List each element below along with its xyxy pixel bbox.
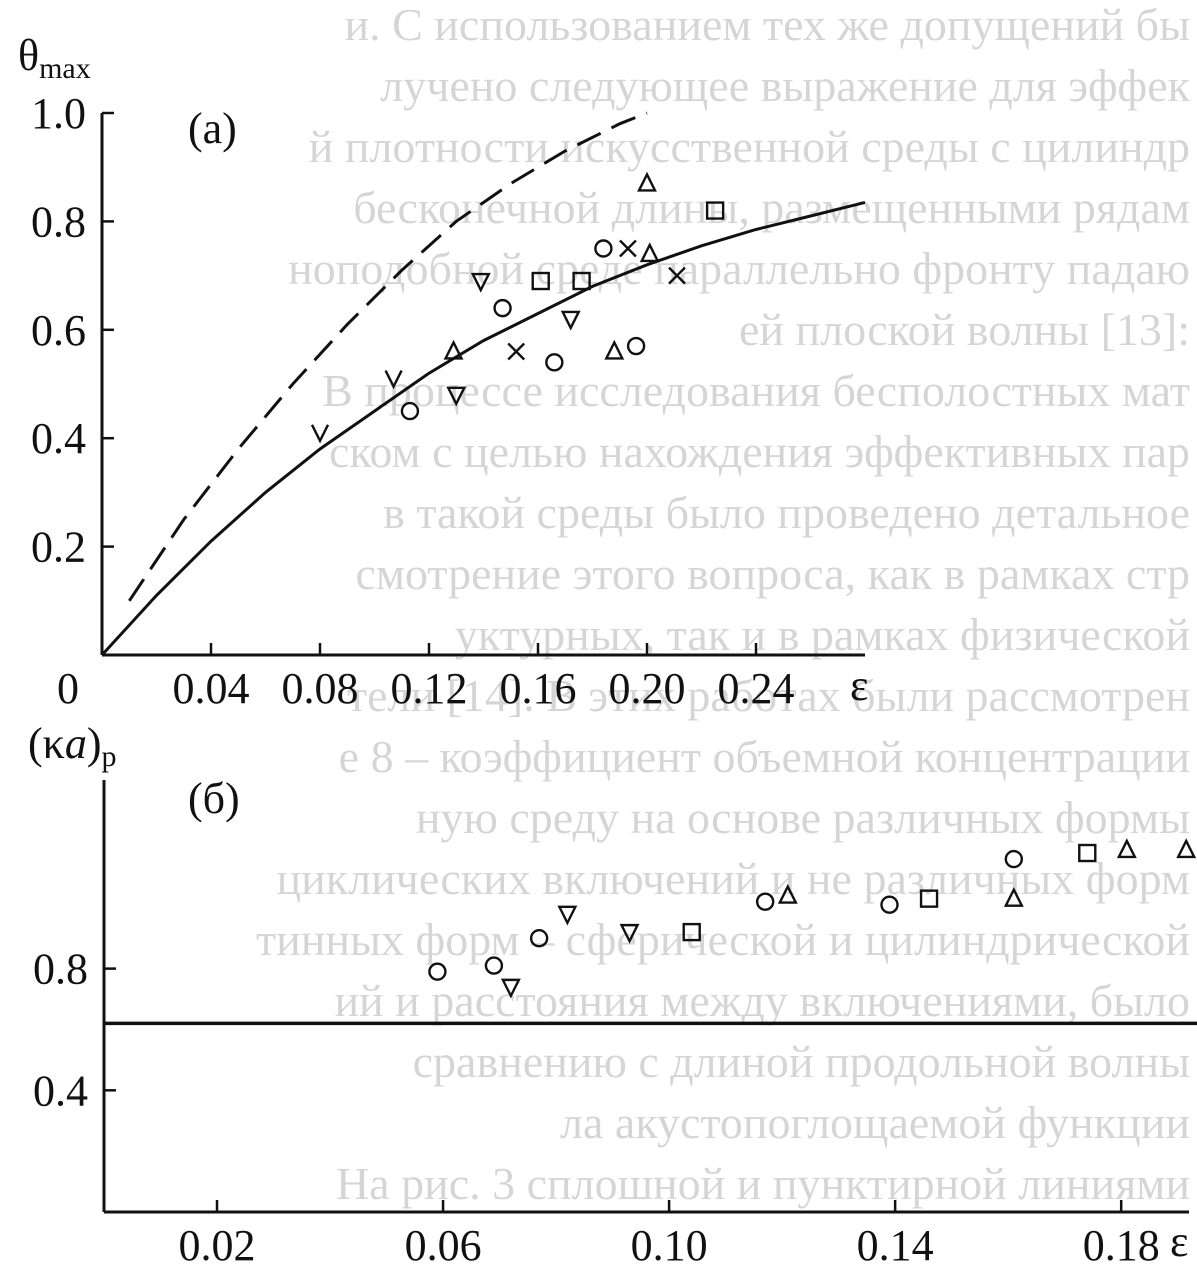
background-text-line: циклических включений и не различных фор… bbox=[277, 853, 1190, 904]
marker-cross bbox=[668, 266, 686, 285]
y-tick-label: 0.8 bbox=[33, 945, 88, 994]
marker-triangle-up bbox=[443, 339, 464, 360]
background-text-line: ную среду на основе различных формы bbox=[416, 792, 1190, 843]
marker-circle bbox=[626, 336, 646, 356]
marker-circle bbox=[484, 956, 504, 975]
y-tick-label: 0.2 bbox=[31, 523, 86, 572]
marker-triangle-up bbox=[777, 883, 798, 904]
marker-triangle-up bbox=[1003, 886, 1024, 907]
y-tick-label: 0.6 bbox=[31, 306, 86, 355]
marker-square bbox=[1078, 843, 1097, 863]
marker-square bbox=[682, 922, 701, 942]
ylabel-b-a: a bbox=[65, 719, 87, 768]
y-tick-label: 0.4 bbox=[31, 414, 86, 463]
ylabel-b-paren-open: (κ bbox=[28, 719, 65, 768]
marker-v bbox=[310, 424, 330, 444]
marker-triangle-down bbox=[446, 386, 467, 407]
x-tick-label: 0.06 bbox=[405, 1221, 482, 1268]
marker-triangle-up bbox=[1116, 838, 1137, 859]
background-text-line: ском с целью нахождения эффективных пар bbox=[329, 426, 1190, 477]
x-tick-label: 0.08 bbox=[282, 664, 359, 713]
marker-circle bbox=[755, 892, 775, 911]
background-text-line: е 8 – коэффициент объемной концентрации bbox=[339, 731, 1190, 782]
panel-label-b: (б) bbox=[188, 774, 240, 823]
background-text-line: и. С использованием тех же допущений бы bbox=[345, 0, 1191, 50]
xlabel-a: ε bbox=[850, 661, 868, 710]
marker-cross bbox=[507, 342, 526, 361]
marker-triangle-up bbox=[1176, 838, 1197, 859]
marker-square bbox=[531, 271, 550, 291]
marker-triangle-down bbox=[619, 923, 640, 944]
background-text-line: тели [14]. В этих работах были рассмотре… bbox=[347, 670, 1190, 721]
background-text-line: смотрение этого вопроса, как в рамках ст… bbox=[356, 548, 1191, 599]
background-text-line: сравнению с длиной продольной волны bbox=[413, 1036, 1190, 1087]
ylabel-b-sub: p bbox=[101, 740, 116, 773]
x-tick-label: 0.02 bbox=[179, 1221, 256, 1268]
marker-circle bbox=[529, 928, 549, 948]
marker-triangle-down bbox=[470, 272, 491, 293]
background-text-line: уктурных, так и в рамках физической bbox=[455, 609, 1190, 660]
background-text-line: В процессе исследования бесполостных мат bbox=[322, 365, 1190, 416]
background-text-line: ноподобной среде параллельно фронту пада… bbox=[288, 243, 1190, 294]
dashed-curve bbox=[128, 111, 648, 602]
marker-v bbox=[384, 370, 403, 390]
background-text-line: лучено следующее выражение для эффек bbox=[380, 60, 1190, 111]
y-tick-label: 0.8 bbox=[31, 197, 86, 246]
y-tick-label: 0.4 bbox=[33, 1066, 88, 1115]
background-text-line: в такой среды было проведено детальное bbox=[383, 487, 1190, 538]
marker-circle bbox=[428, 962, 447, 981]
y-tick-label: 1.0 bbox=[31, 89, 86, 138]
marker-square bbox=[572, 271, 591, 291]
ylabel-a-main: θ bbox=[18, 31, 39, 80]
marker-triangle-up bbox=[604, 339, 625, 360]
ylabel-b: (κa)p bbox=[28, 719, 116, 773]
x-tick-label: 0.16 bbox=[500, 664, 577, 713]
x-tick-label: 0.14 bbox=[857, 1221, 934, 1268]
marker-triangle-down bbox=[500, 978, 521, 999]
marker-circle bbox=[594, 239, 613, 258]
marker-circle bbox=[545, 353, 564, 372]
marker-triangle-down bbox=[560, 310, 581, 331]
ylabel-a-sub: max bbox=[39, 52, 91, 85]
x-tick-label: 0.18 bbox=[1083, 1221, 1160, 1268]
marker-circle bbox=[1004, 849, 1024, 869]
x-tick-label: 0.24 bbox=[718, 664, 795, 713]
chart-panel-a: θmax (a) 0 ε 0.04 0.08 0.12 0.16 0.20 0.24 0.2… bbox=[18, 31, 868, 713]
background-text-line: ла акустопоглощаемой функции bbox=[560, 1097, 1190, 1148]
background-text-line: тинных форм – сферической и цилиндрическ… bbox=[256, 914, 1190, 965]
x-tick-label: 0.12 bbox=[391, 664, 468, 713]
marker-square bbox=[705, 201, 725, 220]
background-text-line: ей плоской волны [13]: bbox=[739, 304, 1190, 355]
marker-triangle-up bbox=[637, 171, 657, 192]
x-tick-label: 0.20 bbox=[609, 664, 686, 713]
marker-circle bbox=[880, 895, 899, 914]
ylabel-b-paren-close: ) bbox=[87, 719, 102, 768]
marker-circle bbox=[400, 401, 420, 421]
origin-label: 0 bbox=[57, 664, 79, 713]
marker-cross bbox=[619, 239, 637, 258]
marker-triangle-down bbox=[557, 905, 578, 926]
solid-curve bbox=[100, 200, 866, 657]
ylabel-a: θmax bbox=[18, 31, 91, 85]
x-tick-label: 0.10 bbox=[631, 1221, 708, 1268]
panel-label-a: (a) bbox=[188, 104, 237, 153]
background-text-line: ий и расстояния между включениями, было bbox=[334, 975, 1190, 1026]
marker-circle bbox=[493, 298, 512, 318]
xlabel-b: ε bbox=[1170, 1217, 1188, 1266]
marker-square bbox=[919, 889, 939, 908]
background-text-line: й плотности искусственной среды с цилинд… bbox=[309, 121, 1190, 172]
marker-triangle-up bbox=[639, 242, 660, 263]
chart-panel-b: (κa)p (б) ε 0.02 0.06 0.10 0.14 0.18 0.4 0.8 bbox=[28, 719, 1197, 1268]
background-text-line: На рис. 3 сплошной и пунктирной линиями bbox=[336, 1158, 1190, 1209]
x-tick-label: 0.04 bbox=[173, 664, 250, 713]
